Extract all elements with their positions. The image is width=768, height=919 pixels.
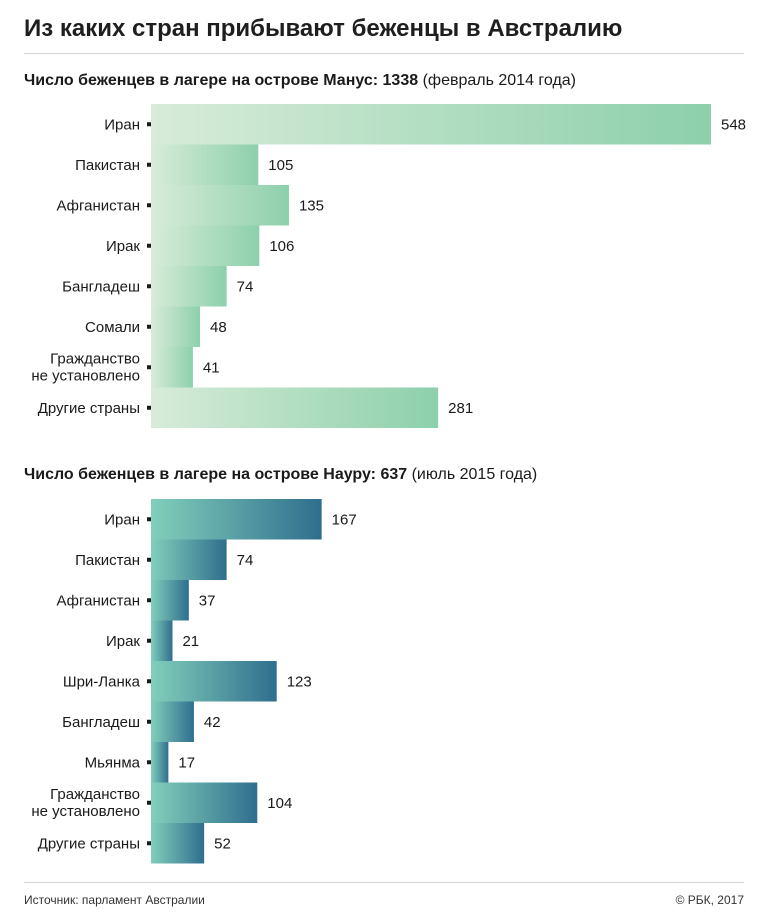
nauru-category-label: Ирак <box>106 633 140 650</box>
nauru-value-label: 167 <box>332 511 357 528</box>
manus-tick-mark <box>147 243 151 248</box>
nauru-tick-mark <box>147 760 151 765</box>
manus-bar <box>151 387 439 428</box>
nauru-bar <box>151 782 258 823</box>
manus-value-label: 48 <box>210 319 227 336</box>
manus-heading-date: (февраль 2014 года) <box>418 72 577 89</box>
nauru-category-label: Бангладеш <box>62 714 140 731</box>
manus-bar <box>151 266 227 307</box>
manus-bar <box>151 144 259 185</box>
manus-tick-mark <box>147 405 151 410</box>
source-note: Источник: парламент Австралии <box>24 893 205 907</box>
nauru-tick-mark <box>147 841 151 846</box>
nauru-tick-mark <box>147 598 151 603</box>
manus-value-label: 135 <box>299 197 324 214</box>
manus-category-label: Сомали <box>85 319 140 336</box>
nauru-bar-chart: Иран 167 Пакистан 74 Афганистан 37 Ирак 21 Шри-Л… <box>31 499 357 864</box>
nauru-category-label: Пакистан <box>75 552 140 569</box>
manus-category-label: Пакистан <box>75 157 140 174</box>
nauru-bar <box>151 539 227 580</box>
manus-tick-mark <box>147 284 151 289</box>
nauru-value-label: 21 <box>182 633 199 650</box>
manus-value-label: 41 <box>203 359 220 376</box>
nauru-category-label: Другие страны <box>38 835 140 852</box>
manus-heading-bold: Число беженцев в лагере на острове Манус… <box>24 72 419 89</box>
nauru-bar <box>151 661 277 702</box>
manus-bar-chart: Иран 548 Пакистан 105 Афганистан 135 Ирак 106 Ба… <box>31 104 746 428</box>
nauru-value-label: 52 <box>214 835 231 852</box>
manus-tick-mark <box>147 162 151 167</box>
manus-bar <box>151 225 260 266</box>
nauru-tick-mark <box>147 719 151 724</box>
nauru-heading-bold: Число беженцев в лагере на острове Науру… <box>24 466 408 483</box>
title-divider <box>24 53 744 54</box>
nauru-value-label: 37 <box>199 592 216 609</box>
nauru-section-heading: Число беженцев в лагере на острове Науру… <box>24 465 744 485</box>
manus-bar <box>151 347 193 388</box>
manus-bar <box>151 104 711 145</box>
nauru-tick-mark <box>147 679 151 684</box>
nauru-category-label: Шри-Ланка <box>63 673 141 690</box>
manus-category-label: Бангладеш <box>62 278 140 295</box>
nauru-bar <box>151 620 173 661</box>
nauru-category-label: Мьянма <box>85 754 141 771</box>
manus-category-label: Иран <box>104 116 140 133</box>
nauru-category-label: Иран <box>104 511 140 528</box>
manus-value-label: 105 <box>268 157 293 174</box>
nauru-tick-mark <box>147 517 151 522</box>
nauru-heading-date: (июль 2015 года) <box>407 466 538 483</box>
nauru-bar <box>151 742 169 783</box>
nauru-value-label: 123 <box>287 673 312 690</box>
manus-bar <box>151 185 289 226</box>
nauru-tick-mark <box>147 557 151 562</box>
manus-tick-mark <box>147 203 151 208</box>
manus-value-label: 281 <box>448 400 473 417</box>
nauru-category-label: Гражданство не установлено <box>31 786 140 820</box>
copyright-note: © РБК, 2017 <box>675 893 744 907</box>
nauru-category-label: Афганистан <box>57 592 141 609</box>
nauru-tick-mark <box>147 638 151 643</box>
manus-bar <box>151 306 201 347</box>
nauru-value-label: 104 <box>267 795 292 812</box>
footer-divider <box>24 882 744 883</box>
manus-category-label: Другие страны <box>38 400 140 417</box>
manus-category-label: Ирак <box>106 238 140 255</box>
nauru-bar <box>151 580 189 621</box>
nauru-value-label: 74 <box>237 552 254 569</box>
manus-tick-mark <box>147 324 151 329</box>
nauru-tick-mark <box>147 800 151 805</box>
nauru-bar <box>151 701 194 742</box>
nauru-bar <box>151 499 322 540</box>
nauru-bar <box>151 823 205 864</box>
manus-value-label: 74 <box>237 278 254 295</box>
manus-section-heading: Число беженцев в лагере на острове Манус… <box>24 71 744 91</box>
manus-tick-mark <box>147 122 151 127</box>
nauru-value-label: 42 <box>204 714 221 731</box>
manus-value-label: 548 <box>721 116 746 133</box>
nauru-value-label: 17 <box>178 754 195 771</box>
chart-title: Из каких стран прибывают беженцы в Австр… <box>24 15 623 42</box>
manus-value-label: 106 <box>269 238 294 255</box>
manus-tick-mark <box>147 365 151 370</box>
manus-category-label: Гражданство не установлено <box>31 350 140 384</box>
manus-category-label: Афганистан <box>57 197 141 214</box>
